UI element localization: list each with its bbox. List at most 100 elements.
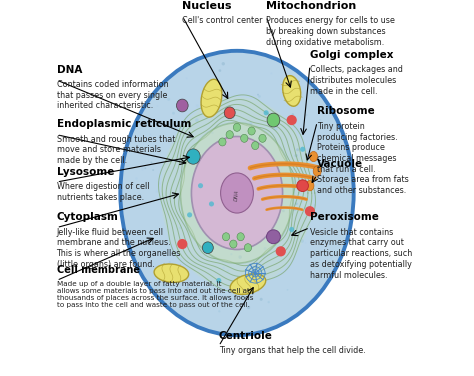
Ellipse shape [173,140,176,144]
Ellipse shape [232,118,234,120]
Ellipse shape [201,79,222,117]
Ellipse shape [277,253,281,256]
Ellipse shape [154,147,157,150]
Ellipse shape [305,242,307,244]
Ellipse shape [282,205,284,207]
Ellipse shape [296,148,299,151]
Text: Jelly-like fluid between cell
membrane and the nucleus.
This is where all the or: Jelly-like fluid between cell membrane a… [56,227,181,269]
Text: Endoplasmic reticulum: Endoplasmic reticulum [56,119,191,129]
Ellipse shape [197,190,200,194]
Ellipse shape [218,310,220,312]
Text: Cell membrane: Cell membrane [56,265,139,275]
Text: DNA: DNA [56,65,82,74]
Ellipse shape [220,173,254,213]
Ellipse shape [289,227,294,232]
Ellipse shape [270,225,272,227]
Ellipse shape [211,131,214,134]
Ellipse shape [149,133,152,136]
Ellipse shape [294,154,298,157]
Ellipse shape [239,240,243,243]
Ellipse shape [259,134,266,143]
Ellipse shape [180,127,183,130]
Ellipse shape [158,182,161,185]
Ellipse shape [221,62,225,65]
Ellipse shape [264,247,267,250]
Text: Ribosome: Ribosome [317,106,375,117]
Ellipse shape [305,206,315,216]
Ellipse shape [230,253,232,255]
Ellipse shape [156,105,158,107]
Ellipse shape [249,244,250,245]
Ellipse shape [141,168,144,171]
Ellipse shape [295,202,298,205]
Ellipse shape [236,283,239,286]
Text: Nucleus: Nucleus [182,1,232,11]
Ellipse shape [283,76,301,106]
Ellipse shape [258,95,261,98]
Text: Contains coded information
that passes on every single
inherited characteristic.: Contains coded information that passes o… [56,80,168,111]
Ellipse shape [330,256,333,259]
Ellipse shape [196,104,199,108]
Text: Tiny organs that help the cell divide.: Tiny organs that help the cell divide. [219,346,365,355]
Ellipse shape [225,223,227,225]
Ellipse shape [299,167,302,170]
Ellipse shape [161,97,313,289]
Ellipse shape [267,113,280,127]
Text: Smooth and rough tubes that
move and store materials
made by the cell.: Smooth and rough tubes that move and sto… [56,135,175,165]
Ellipse shape [241,134,248,143]
Ellipse shape [272,235,275,238]
Ellipse shape [214,244,217,247]
Ellipse shape [257,94,259,96]
Ellipse shape [244,244,252,252]
Text: Cytoplasm: Cytoplasm [56,212,118,222]
Ellipse shape [287,289,288,291]
Ellipse shape [290,229,293,233]
Ellipse shape [192,149,195,152]
Ellipse shape [270,72,273,74]
Ellipse shape [199,223,202,226]
Ellipse shape [269,213,272,216]
Ellipse shape [180,308,182,310]
Ellipse shape [225,225,228,229]
Ellipse shape [226,130,233,139]
Ellipse shape [240,296,244,299]
Ellipse shape [310,152,318,162]
Ellipse shape [217,225,220,227]
Text: Lysosome: Lysosome [56,167,114,177]
Ellipse shape [163,284,166,287]
Text: Centriole: Centriole [219,331,273,341]
Ellipse shape [292,113,294,116]
Text: Cell's control center: Cell's control center [182,16,263,25]
Ellipse shape [230,274,266,294]
Ellipse shape [191,136,283,250]
Ellipse shape [232,194,236,197]
Text: Storage area from fats
and other substances.: Storage area from fats and other substan… [317,175,409,194]
Text: Where digestion of cell
nutrients takes place.: Where digestion of cell nutrients takes … [56,182,149,202]
Ellipse shape [179,227,182,229]
Ellipse shape [247,294,250,297]
Ellipse shape [301,239,304,243]
Ellipse shape [292,117,293,119]
Ellipse shape [222,267,225,269]
Ellipse shape [267,301,270,303]
Ellipse shape [165,249,167,250]
Ellipse shape [297,180,309,191]
Ellipse shape [266,230,281,244]
Ellipse shape [247,306,250,309]
Ellipse shape [199,226,201,228]
Ellipse shape [237,233,244,241]
Ellipse shape [216,278,221,283]
Ellipse shape [186,77,188,79]
Ellipse shape [181,123,293,263]
Ellipse shape [300,200,303,203]
Ellipse shape [274,127,277,130]
Ellipse shape [120,51,354,335]
Ellipse shape [202,242,213,253]
Ellipse shape [198,183,203,188]
Ellipse shape [260,298,263,301]
Text: Tiny protein
producing factories.
Proteins produce
chemical messages
that run a : Tiny protein producing factories. Protei… [317,122,398,174]
Text: Produces energy for cells to use
by breaking down substances
during oxidative me: Produces energy for cells to use by brea… [266,16,395,47]
Ellipse shape [251,201,254,203]
Ellipse shape [219,138,226,146]
Ellipse shape [300,147,305,152]
